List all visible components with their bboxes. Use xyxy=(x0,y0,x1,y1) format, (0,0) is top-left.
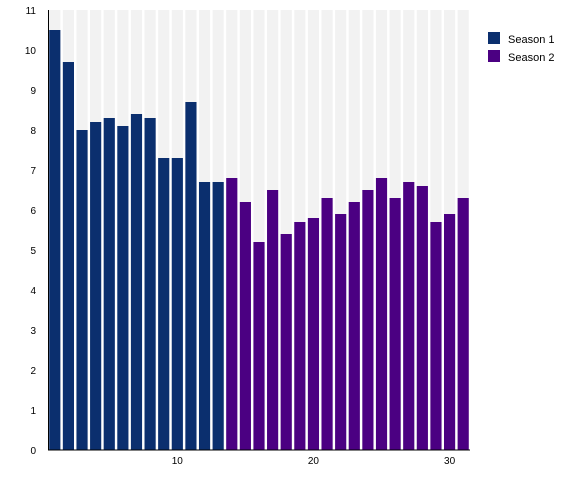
bar-series-2-x-22 xyxy=(335,214,347,450)
bar-series-2-x-19 xyxy=(294,222,306,450)
grid-band xyxy=(253,10,265,450)
bar-series-2-x-23 xyxy=(348,202,360,450)
bar-series-1-x-8 xyxy=(144,118,156,450)
legend-swatch-season-1 xyxy=(488,32,500,44)
y-tick-labels: 0 1 2 3 4 5 6 7 8 9 10 11 xyxy=(25,6,37,457)
bar-group xyxy=(49,30,469,450)
bar-series-1-x-10 xyxy=(171,158,183,450)
bar-series-2-x-14 xyxy=(226,178,238,450)
bar-series-2-x-30 xyxy=(443,214,456,450)
bar-series-2-x-27 xyxy=(403,182,415,450)
bar-series-2-x-25 xyxy=(375,178,388,450)
y-tick-label-0: 0 xyxy=(30,446,36,457)
bar-series-1-x-13 xyxy=(212,182,224,450)
bar-series-2-x-15 xyxy=(239,202,251,450)
x-tick-label-30: 30 xyxy=(444,456,456,467)
y-tick-label-9: 9 xyxy=(30,86,36,97)
legend-swatch-season-2 xyxy=(488,50,500,62)
y-tick-label-10: 10 xyxy=(25,46,37,57)
x-tick-label-20: 20 xyxy=(308,456,320,467)
bar-series-2-x-17 xyxy=(267,190,279,450)
bar-series-1-x-1 xyxy=(49,30,61,450)
bar-series-2-x-24 xyxy=(362,190,374,450)
bar-series-1-x-3 xyxy=(76,130,88,450)
y-tick-label-1: 1 xyxy=(30,406,36,417)
y-tick-label-8: 8 xyxy=(30,126,36,137)
y-tick-label-5: 5 xyxy=(30,246,36,257)
bar-series-1-x-5 xyxy=(103,118,115,450)
y-tick-label-2: 2 xyxy=(30,366,36,377)
bar-series-2-x-31 xyxy=(457,198,469,450)
grid-band xyxy=(280,10,292,450)
bar-series-1-x-4 xyxy=(90,122,102,450)
bar-series-1-x-6 xyxy=(117,126,129,450)
y-tick-label-7: 7 xyxy=(30,166,36,177)
bar-series-1-x-11 xyxy=(185,102,197,450)
bar-series-2-x-16 xyxy=(253,242,265,450)
y-tick-label-3: 3 xyxy=(30,326,36,337)
bar-series-2-x-21 xyxy=(321,198,333,450)
bar-series-2-x-18 xyxy=(280,234,292,450)
axes xyxy=(48,10,470,451)
bar-series-1-x-2 xyxy=(62,62,75,450)
legend-label-season-1: Season 1 xyxy=(508,34,554,46)
y-tick-label-6: 6 xyxy=(30,206,36,217)
y-tick-label-4: 4 xyxy=(30,286,36,297)
x-tick-label-10: 10 xyxy=(172,456,184,467)
bar-series-1-x-9 xyxy=(158,158,170,450)
y-tick-label-11: 11 xyxy=(26,6,37,17)
legend: Season 1 Season 2 xyxy=(488,32,554,64)
legend-label-season-2: Season 2 xyxy=(508,52,554,64)
x-tick-labels: 10 20 30 xyxy=(172,456,456,467)
bar-series-2-x-28 xyxy=(416,186,428,450)
bar-series-2-x-29 xyxy=(430,222,442,450)
bar-series-2-x-20 xyxy=(307,218,320,450)
bar-series-1-x-7 xyxy=(130,114,143,450)
bar-series-1-x-12 xyxy=(198,182,211,450)
bar-series-2-x-26 xyxy=(389,198,401,450)
